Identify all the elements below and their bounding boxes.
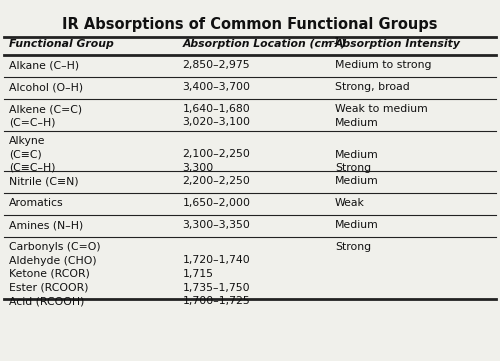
Text: Aldehyde (CHO): Aldehyde (CHO) [9,256,97,265]
Text: 2,850–2,975: 2,850–2,975 [182,60,250,70]
Text: 2,100–2,250: 2,100–2,250 [182,149,250,160]
Text: Ester (RCOOR): Ester (RCOOR) [9,283,88,292]
Text: 3,300: 3,300 [182,163,214,173]
Text: 1,715: 1,715 [182,269,214,279]
Text: Medium: Medium [335,117,379,127]
Text: 1,640–1,680: 1,640–1,680 [182,104,250,114]
Text: Alkyne: Alkyne [9,136,46,146]
Text: Amines (N–H): Amines (N–H) [9,220,83,230]
Text: 3,400–3,700: 3,400–3,700 [182,82,250,92]
Text: Weak: Weak [335,198,365,208]
Text: Absorption Location (cm: Absorption Location (cm [182,39,333,49]
Text: Carbonyls (C=O): Carbonyls (C=O) [9,242,101,252]
Text: 1,735–1,750: 1,735–1,750 [182,283,250,292]
Text: Nitrile (C≡N): Nitrile (C≡N) [9,176,78,186]
Text: 2,200–2,250: 2,200–2,250 [182,176,250,186]
Text: Medium: Medium [335,176,379,186]
Text: 1,700–1,725: 1,700–1,725 [182,296,250,306]
Text: 3,020–3,100: 3,020–3,100 [182,117,250,127]
Text: 3,300–3,350: 3,300–3,350 [182,220,250,230]
Text: Alcohol (O–H): Alcohol (O–H) [9,82,83,92]
Text: 1,720–1,740: 1,720–1,740 [182,256,250,265]
Text: Acid (RCOOH): Acid (RCOOH) [9,296,85,306]
Text: Weak to medium: Weak to medium [335,104,428,114]
Text: Medium: Medium [335,149,379,160]
Text: Functional Group: Functional Group [9,39,114,49]
Text: Medium to strong: Medium to strong [335,60,432,70]
Text: Alkane (C–H): Alkane (C–H) [9,60,79,70]
Text: Ketone (RCOR): Ketone (RCOR) [9,269,90,279]
Text: (C=C–H): (C=C–H) [9,117,56,127]
Text: Strong: Strong [335,163,371,173]
Text: Absorption Intensity: Absorption Intensity [335,39,461,49]
Text: IR Absorptions of Common Functional Groups: IR Absorptions of Common Functional Grou… [62,17,438,32]
Text: Strong, broad: Strong, broad [335,82,410,92]
Text: ): ) [340,39,345,49]
Text: –1: –1 [330,37,340,46]
Text: Strong: Strong [335,242,371,252]
Text: (C≡C): (C≡C) [9,149,42,160]
Text: 1,650–2,000: 1,650–2,000 [182,198,250,208]
Text: Aromatics: Aromatics [9,198,64,208]
Text: Alkene (C=C): Alkene (C=C) [9,104,82,114]
Text: (C≡C–H): (C≡C–H) [9,163,56,173]
Text: Medium: Medium [335,220,379,230]
